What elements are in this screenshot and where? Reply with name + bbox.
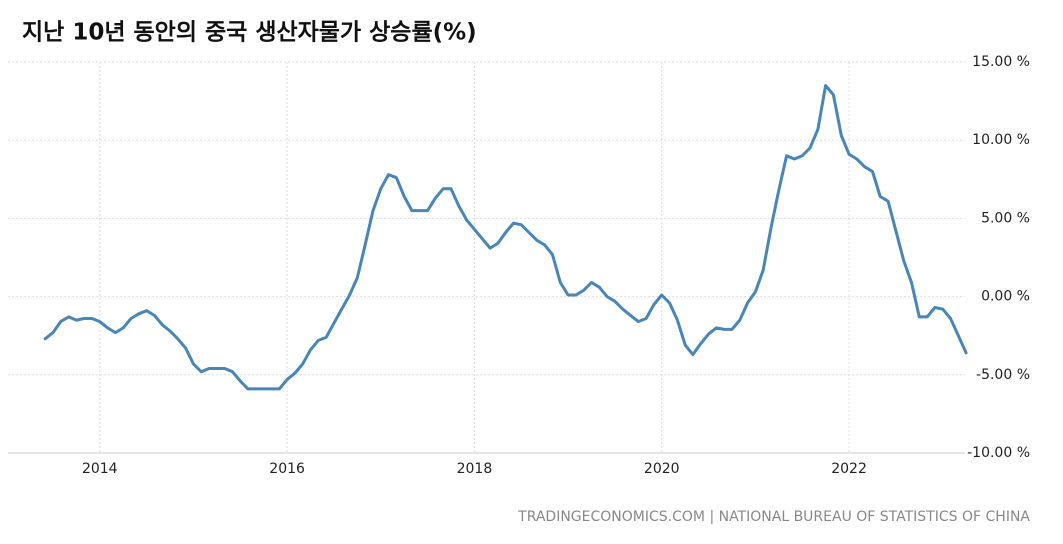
y-tick-label: 10.00 % bbox=[972, 132, 1030, 148]
source: TRADINGECONOMICS.COM | NATIONAL BUREAU O… bbox=[517, 509, 1030, 525]
y-tick-label: -10.00 % bbox=[967, 445, 1030, 461]
x-tick-label: 2022 bbox=[831, 461, 867, 477]
x-tick-label: 2014 bbox=[82, 461, 118, 477]
y-tick-label: 5.00 % bbox=[981, 210, 1030, 226]
chart-title: 지난 10년 동안의 중국 생산자물가 상승률(%) bbox=[22, 20, 477, 46]
y-tick-label: 0.00 % bbox=[981, 289, 1030, 305]
x-tick-label: 2016 bbox=[269, 461, 305, 477]
x-tick-label: 2020 bbox=[644, 461, 680, 477]
y-tick-label: 15.00 % bbox=[972, 54, 1030, 70]
y-tick-label: -5.00 % bbox=[976, 367, 1030, 383]
data-line bbox=[43, 84, 968, 391]
x-tick-label: 2018 bbox=[457, 461, 493, 477]
